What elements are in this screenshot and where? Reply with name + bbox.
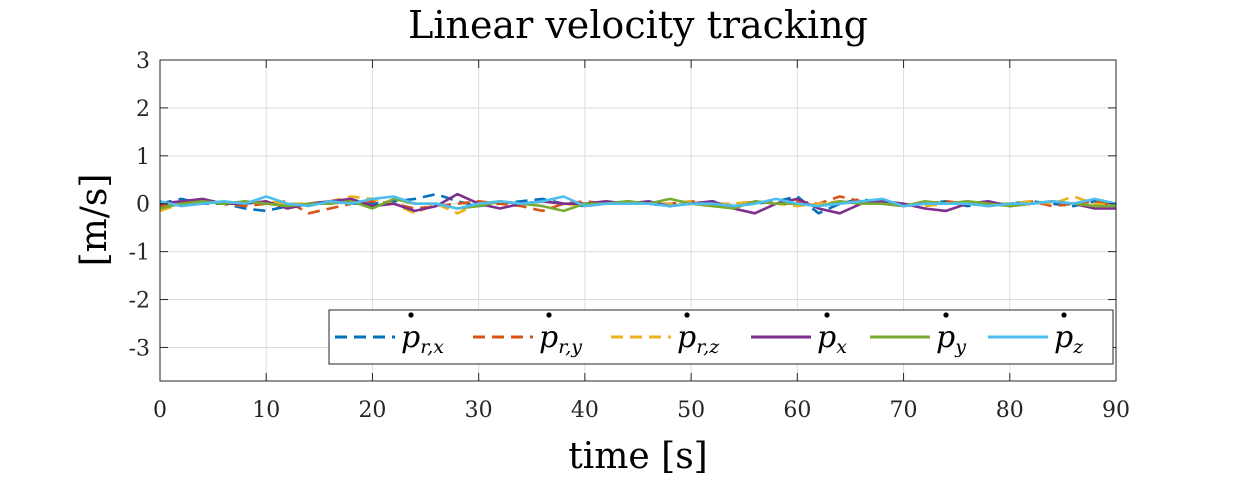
legend-label-base: p — [936, 320, 955, 355]
x-tick-label: 50 — [677, 398, 705, 423]
x-tick-label: 0 — [153, 398, 167, 423]
y-tick-label: 1 — [136, 145, 150, 170]
legend-label-subscript: x — [836, 336, 847, 358]
x-tick-label: 10 — [252, 398, 280, 423]
x-tick-label: 40 — [571, 398, 599, 423]
legend-label: pr,x — [401, 320, 444, 358]
series-line-z — [159, 195, 1117, 210]
legend-label-base: p — [677, 320, 696, 355]
legend-box — [328, 309, 1114, 365]
x-tick-label: 30 — [465, 398, 493, 423]
legend-label-subscript: r,x — [420, 336, 444, 358]
x-tick-label: 90 — [1102, 398, 1130, 423]
x-axis-label: time [s] — [568, 436, 707, 477]
y-tick-label: -3 — [129, 336, 150, 361]
legend-dot-accent — [546, 312, 552, 318]
legend-label-base: p — [817, 320, 836, 355]
legend-label: py — [936, 320, 966, 358]
legend-label-subscript: z — [1072, 336, 1084, 358]
legend-dot-accent — [943, 312, 949, 318]
legend-label: px — [817, 320, 847, 358]
legend-label-base: p — [539, 320, 558, 355]
y-tick-label: 3 — [136, 49, 150, 74]
legend-label: pr,z — [677, 320, 720, 358]
legend-dot-accent — [408, 312, 414, 318]
legend-label-subscript: r,z — [696, 336, 720, 358]
legend-label: pr,y — [539, 320, 582, 358]
plot-frame — [159, 59, 1117, 382]
legend-label-base: p — [401, 320, 420, 355]
legend-dot-accent — [824, 312, 830, 318]
series-layer — [159, 192, 1117, 215]
legend-label-subscript: r,y — [558, 336, 582, 358]
legend-dot-accent — [684, 312, 690, 318]
legend-label: pz — [1054, 320, 1084, 358]
y-axis-label: [m/s] — [74, 174, 115, 267]
legend-label-base: p — [1054, 320, 1073, 355]
legend: pr,x pr,y pr,z px py pz — [328, 309, 1114, 365]
x-tick-label: 20 — [358, 398, 386, 423]
legend-label-subscript: y — [954, 336, 966, 358]
y-tick-label: -1 — [129, 241, 150, 266]
legend-dot-accent — [1061, 312, 1067, 318]
y-tick-label: 0 — [136, 193, 150, 218]
x-tick-label: 70 — [890, 398, 918, 423]
y-tick-label: -2 — [129, 289, 150, 314]
chart-title: Linear velocity tracking — [408, 3, 868, 47]
y-tick-label: 2 — [136, 97, 150, 122]
x-tick-label: 80 — [996, 398, 1024, 423]
x-tick-label: 60 — [783, 398, 811, 423]
